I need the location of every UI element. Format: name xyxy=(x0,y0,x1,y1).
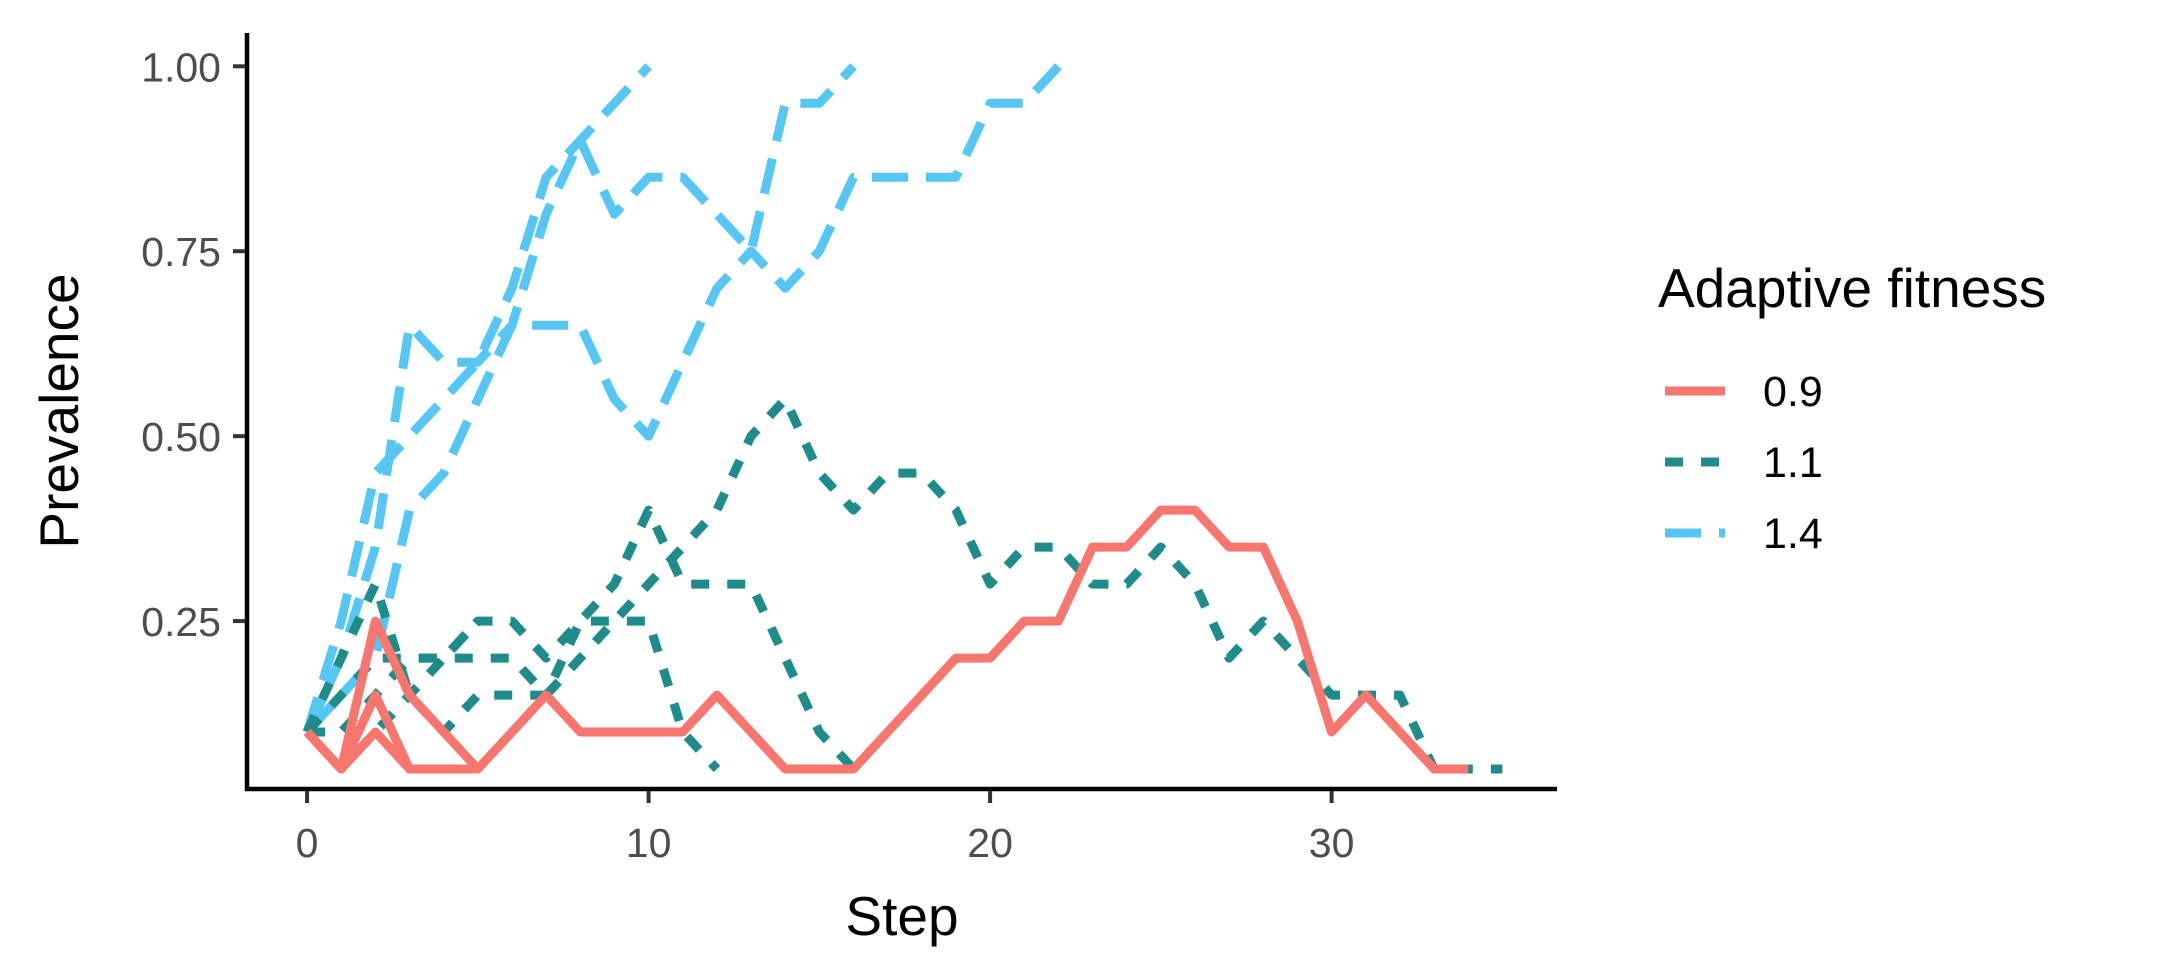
series-line-1.1-run-5 xyxy=(303,579,721,773)
x-axis-title: Step xyxy=(845,885,958,947)
legend-item-1.1: 1.1 xyxy=(1665,439,1823,487)
x-tick-label: 20 xyxy=(967,820,1013,866)
y-tick-label: 0.25 xyxy=(141,599,221,645)
series-line-1.4-run-8 xyxy=(303,63,857,734)
x-tick-label: 30 xyxy=(1309,820,1355,866)
legend-title: Adaptive fitness xyxy=(1658,257,2046,319)
x-axis-ticks: 0 10 20 30 xyxy=(296,791,1355,866)
legend-item-1.4: 1.4 xyxy=(1665,510,1823,558)
legend: Adaptive fitness 0.9 1.1 1.4 xyxy=(1658,257,2046,558)
y-tick-label: 1.00 xyxy=(141,44,221,90)
series-line-0.9-run-0 xyxy=(303,505,1469,774)
x-tick-label: 10 xyxy=(626,820,672,866)
series-line-1.4-run-9 xyxy=(303,63,1062,736)
axes xyxy=(244,33,1557,792)
legend-item-0.9: 0.9 xyxy=(1665,368,1823,416)
series-line-1.4-run-7 xyxy=(302,63,652,734)
series-lines xyxy=(302,63,1503,774)
series-line-0.9-run-2 xyxy=(303,727,478,774)
legend-label-1.4: 1.4 xyxy=(1763,510,1823,558)
y-axis-ticks: 0.25 0.50 0.75 1.00 xyxy=(141,44,245,645)
legend-label-0.9: 0.9 xyxy=(1763,368,1823,416)
series-line-1.1-run-3 xyxy=(307,394,1503,774)
series-line-1.1-run-4 xyxy=(303,505,857,773)
x-tick-label: 0 xyxy=(296,820,319,866)
legend-label-1.1: 1.1 xyxy=(1763,439,1823,487)
y-tick-label: 0.75 xyxy=(141,229,221,275)
y-axis-title: Prevalence xyxy=(28,273,90,548)
y-tick-label: 0.50 xyxy=(141,414,221,460)
